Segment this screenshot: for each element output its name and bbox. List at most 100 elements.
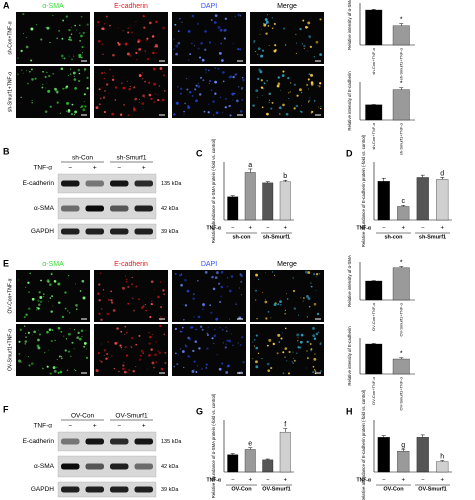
cell-signal bbox=[192, 293, 195, 296]
cell-signal bbox=[221, 59, 224, 62]
cell-signal bbox=[219, 96, 222, 98]
cell-signal bbox=[267, 369, 271, 373]
cell-signal bbox=[313, 273, 316, 276]
cell-signal bbox=[98, 88, 101, 91]
cell-signal bbox=[266, 344, 269, 347]
cell-signal bbox=[218, 51, 222, 55]
cell-signal bbox=[27, 307, 31, 311]
panel-letter: H bbox=[346, 406, 353, 416]
cell-signal bbox=[300, 111, 303, 113]
cell-signal bbox=[213, 328, 216, 331]
cell-signal bbox=[42, 367, 44, 370]
cell-signal bbox=[237, 13, 241, 17]
cell-signal bbox=[184, 304, 188, 307]
cell-signal bbox=[297, 314, 300, 316]
cell-signal bbox=[112, 53, 115, 57]
cell-signal bbox=[191, 14, 195, 18]
cell-signal bbox=[130, 283, 133, 286]
cell-signal bbox=[25, 45, 29, 49]
cell-signal bbox=[296, 333, 300, 337]
cell-signal bbox=[229, 289, 232, 293]
y-axis-label: Relative abundance of α-SMA protein (-fo… bbox=[211, 393, 216, 498]
cell-signal bbox=[86, 23, 89, 26]
annotation: g bbox=[401, 442, 405, 449]
annotation: a bbox=[248, 162, 252, 169]
cell-signal bbox=[255, 273, 258, 277]
cell-signal bbox=[107, 341, 110, 343]
cell-signal bbox=[141, 72, 143, 74]
cell-signal bbox=[59, 370, 63, 374]
cell-signal bbox=[78, 72, 81, 75]
cell-signal bbox=[158, 85, 161, 87]
cell-signal bbox=[257, 352, 260, 355]
size-label: 42 kDa bbox=[161, 464, 179, 470]
cell-signal bbox=[286, 360, 288, 362]
cell-signal bbox=[158, 351, 162, 355]
protein-label: E-cadherin bbox=[23, 180, 55, 187]
cell-signal bbox=[193, 45, 195, 47]
cell-signal bbox=[222, 342, 224, 344]
cell-signal bbox=[287, 76, 290, 80]
treatment-label: TNF-α bbox=[33, 423, 52, 430]
x-axis-label: TNF-α bbox=[357, 225, 372, 231]
annotation: e bbox=[248, 441, 252, 448]
cell-signal bbox=[289, 91, 291, 93]
cell-signal bbox=[64, 291, 67, 294]
cell-signal bbox=[143, 26, 146, 29]
cell-signal bbox=[150, 348, 153, 351]
cell-signal bbox=[162, 74, 165, 77]
cell-signal bbox=[137, 297, 141, 301]
cell-signal bbox=[125, 280, 128, 283]
cell-signal bbox=[27, 331, 30, 334]
cell-signal bbox=[103, 22, 106, 25]
row-label: sh-Smurf1+TNF-α bbox=[7, 72, 13, 112]
x-tick-label: − bbox=[421, 226, 425, 232]
cell-signal bbox=[162, 70, 164, 73]
cell-signal bbox=[139, 40, 141, 43]
cell-signal bbox=[197, 85, 201, 88]
cell-signal bbox=[50, 339, 53, 343]
cell-signal bbox=[17, 279, 19, 281]
cell-signal bbox=[77, 68, 81, 72]
cell-signal bbox=[49, 372, 52, 375]
cell-signal bbox=[153, 366, 155, 369]
blot-band bbox=[134, 438, 153, 445]
cell-signal bbox=[74, 283, 76, 285]
cell-signal bbox=[207, 326, 209, 329]
cell-signal bbox=[157, 98, 160, 102]
cell-signal bbox=[235, 303, 237, 305]
cell-signal bbox=[214, 276, 218, 280]
cell-signal bbox=[259, 33, 261, 35]
cell-signal bbox=[24, 343, 26, 345]
cell-signal bbox=[75, 304, 78, 307]
cell-signal bbox=[234, 73, 237, 76]
cell-signal bbox=[200, 42, 203, 45]
cell-signal bbox=[52, 305, 54, 307]
cell-signal bbox=[130, 346, 133, 349]
cell-signal bbox=[318, 273, 321, 275]
cell-signal bbox=[73, 114, 76, 116]
cell-signal bbox=[306, 83, 309, 86]
sign: + bbox=[142, 423, 146, 430]
cell-signal bbox=[295, 104, 299, 108]
cell-signal bbox=[141, 306, 144, 309]
cell-signal bbox=[111, 355, 113, 357]
channel-header: α-SMA bbox=[42, 3, 64, 10]
x-tick-label: sh-Smurf1+TNF-α bbox=[398, 122, 403, 155]
cell-signal bbox=[307, 50, 309, 52]
cell-signal bbox=[153, 100, 156, 104]
cell-signal bbox=[308, 88, 309, 90]
cell-signal bbox=[43, 293, 45, 295]
cell-signal bbox=[315, 332, 319, 336]
blot-band bbox=[110, 180, 129, 187]
cell-signal bbox=[226, 106, 228, 108]
cell-signal bbox=[194, 88, 197, 91]
cell-signal bbox=[48, 283, 52, 286]
cell-signal bbox=[135, 51, 138, 55]
cell-signal bbox=[205, 367, 208, 369]
cell-signal bbox=[267, 25, 270, 27]
cell-signal bbox=[60, 330, 63, 333]
cell-signal bbox=[272, 342, 276, 346]
cell-signal bbox=[46, 82, 48, 84]
cell-signal bbox=[309, 97, 311, 99]
